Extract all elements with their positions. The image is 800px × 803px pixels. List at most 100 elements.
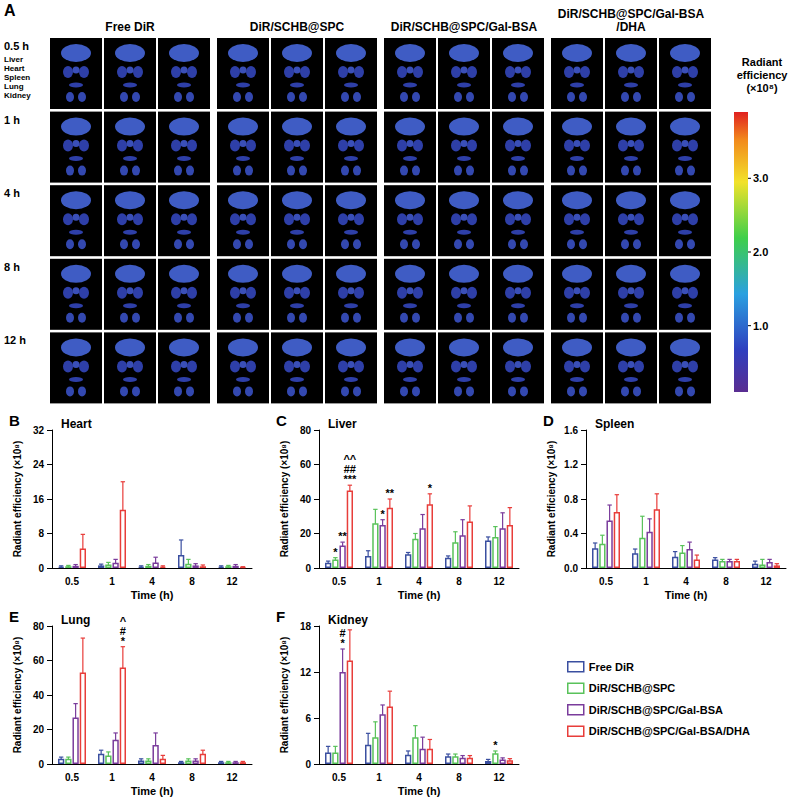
svg-text:20: 20 bbox=[300, 528, 312, 539]
svg-text:DiR/SCHB@SPC/Gal-BSA: DiR/SCHB@SPC/Gal-BSA bbox=[558, 7, 705, 21]
svg-text:***: *** bbox=[343, 473, 357, 485]
svg-text:0.0: 0.0 bbox=[564, 563, 578, 574]
svg-text:0.5: 0.5 bbox=[599, 576, 613, 587]
svg-text:1: 1 bbox=[109, 772, 115, 783]
svg-text:6: 6 bbox=[305, 713, 311, 724]
svg-text:D: D bbox=[543, 412, 554, 429]
svg-text:8: 8 bbox=[456, 772, 462, 783]
svg-text:1.2: 1.2 bbox=[564, 459, 578, 470]
svg-text:*: * bbox=[493, 739, 498, 751]
svg-text:*: * bbox=[340, 637, 345, 649]
svg-text:12: 12 bbox=[493, 772, 505, 783]
svg-text:8: 8 bbox=[189, 772, 195, 783]
svg-text:12: 12 bbox=[226, 772, 238, 783]
svg-text:80: 80 bbox=[33, 621, 45, 632]
svg-text:0.5: 0.5 bbox=[332, 772, 346, 783]
svg-text:1 h: 1 h bbox=[4, 114, 20, 126]
svg-text:0: 0 bbox=[38, 759, 44, 770]
svg-text:4: 4 bbox=[149, 772, 155, 783]
svg-text:Radiant efficiency (×10⁸): Radiant efficiency (×10⁸) bbox=[279, 441, 290, 558]
svg-text:4: 4 bbox=[683, 576, 689, 587]
svg-text:Radiant efficiency (×10⁸): Radiant efficiency (×10⁸) bbox=[12, 637, 23, 754]
svg-text:8: 8 bbox=[189, 576, 195, 587]
svg-text:Time (h): Time (h) bbox=[398, 785, 441, 797]
svg-text:4: 4 bbox=[416, 772, 422, 783]
svg-text:80: 80 bbox=[300, 425, 312, 436]
svg-text:*: * bbox=[333, 546, 338, 558]
svg-text:DiR/SCHB@SPC/Gal-BSA: DiR/SCHB@SPC/Gal-BSA bbox=[589, 704, 723, 716]
svg-text:Liver: Liver bbox=[4, 55, 23, 64]
svg-text:1: 1 bbox=[376, 772, 382, 783]
svg-text:Free DiR: Free DiR bbox=[105, 20, 155, 34]
svg-text:DiR/SCHB@SPC: DiR/SCHB@SPC bbox=[250, 20, 345, 34]
svg-text:Heart: Heart bbox=[61, 417, 92, 431]
svg-text:Radiant efficiency (×10⁸): Radiant efficiency (×10⁸) bbox=[12, 441, 23, 558]
svg-text:1: 1 bbox=[643, 576, 649, 587]
svg-text:Kidney: Kidney bbox=[4, 91, 31, 100]
svg-text:4: 4 bbox=[416, 576, 422, 587]
svg-text:12: 12 bbox=[226, 576, 238, 587]
svg-text:Radiant efficiency (×10⁸): Radiant efficiency (×10⁸) bbox=[279, 637, 290, 754]
svg-text:Heart: Heart bbox=[4, 64, 25, 73]
svg-text:8: 8 bbox=[456, 576, 462, 587]
svg-text:(×10⁸): (×10⁸) bbox=[746, 82, 778, 94]
svg-text:Lung: Lung bbox=[61, 613, 90, 627]
svg-text:12: 12 bbox=[760, 576, 772, 587]
svg-text:Time (h): Time (h) bbox=[131, 785, 174, 797]
svg-text:F: F bbox=[276, 608, 285, 625]
svg-text:Liver: Liver bbox=[328, 417, 357, 431]
svg-text:/DHA: /DHA bbox=[616, 20, 646, 34]
svg-text:32: 32 bbox=[33, 425, 45, 436]
svg-text:B: B bbox=[9, 412, 20, 429]
svg-text:DiR/SCHB@SPC/Gal-BSA: DiR/SCHB@SPC/Gal-BSA bbox=[391, 20, 538, 34]
svg-text:Time (h): Time (h) bbox=[131, 589, 174, 601]
svg-text:DiR/SCHB@SPC/Gal-BSA/DHA: DiR/SCHB@SPC/Gal-BSA/DHA bbox=[589, 725, 750, 737]
svg-text:Free DiR: Free DiR bbox=[589, 661, 634, 673]
svg-text:DiR/SCHB@SPC: DiR/SCHB@SPC bbox=[589, 682, 676, 694]
svg-text:0.4: 0.4 bbox=[564, 528, 578, 539]
svg-text:40: 40 bbox=[33, 690, 45, 701]
svg-text:24: 24 bbox=[33, 459, 45, 470]
svg-text:20: 20 bbox=[33, 724, 45, 735]
svg-text:*: * bbox=[380, 508, 385, 520]
svg-text:8: 8 bbox=[38, 528, 44, 539]
svg-text:0: 0 bbox=[38, 563, 44, 574]
svg-text:Time (h): Time (h) bbox=[398, 589, 441, 601]
svg-text:4: 4 bbox=[149, 576, 155, 587]
svg-text:0.5 h: 0.5 h bbox=[4, 40, 29, 52]
svg-text:Kidney: Kidney bbox=[328, 613, 368, 627]
svg-text:A: A bbox=[4, 2, 16, 19]
svg-text:18: 18 bbox=[300, 621, 312, 632]
svg-text:*: * bbox=[121, 635, 126, 647]
svg-text:3.0: 3.0 bbox=[753, 172, 768, 184]
svg-text:*: * bbox=[428, 482, 433, 494]
svg-text:1: 1 bbox=[376, 576, 382, 587]
svg-text:Time (h): Time (h) bbox=[665, 589, 708, 601]
svg-text:0.5: 0.5 bbox=[65, 576, 79, 587]
svg-text:0.5: 0.5 bbox=[332, 576, 346, 587]
svg-text:0: 0 bbox=[305, 563, 311, 574]
svg-text:**: ** bbox=[338, 530, 347, 542]
svg-text:1.0: 1.0 bbox=[753, 320, 768, 332]
svg-text:Spleen: Spleen bbox=[4, 73, 30, 82]
svg-text:C: C bbox=[276, 412, 287, 429]
svg-text:4 h: 4 h bbox=[4, 187, 20, 199]
svg-text:0: 0 bbox=[305, 759, 311, 770]
svg-text:**: ** bbox=[386, 487, 395, 499]
svg-text:E: E bbox=[9, 608, 19, 625]
svg-text:Radiant: Radiant bbox=[742, 56, 783, 68]
svg-text:8 h: 8 h bbox=[4, 261, 20, 273]
svg-text:Radiant efficiency (×10⁸): Radiant efficiency (×10⁸) bbox=[546, 441, 557, 558]
svg-text:40: 40 bbox=[300, 494, 312, 505]
svg-text:efficiency: efficiency bbox=[737, 69, 789, 81]
svg-text:1: 1 bbox=[109, 576, 115, 587]
svg-text:Spleen: Spleen bbox=[595, 417, 634, 431]
svg-text:8: 8 bbox=[723, 576, 729, 587]
svg-text:12: 12 bbox=[493, 576, 505, 587]
svg-text:Lung: Lung bbox=[4, 82, 24, 91]
svg-text:0.8: 0.8 bbox=[564, 494, 578, 505]
svg-text:0.5: 0.5 bbox=[65, 772, 79, 783]
svg-text:12 h: 12 h bbox=[4, 334, 26, 346]
svg-text:16: 16 bbox=[33, 494, 45, 505]
svg-text:2.0: 2.0 bbox=[753, 246, 768, 258]
